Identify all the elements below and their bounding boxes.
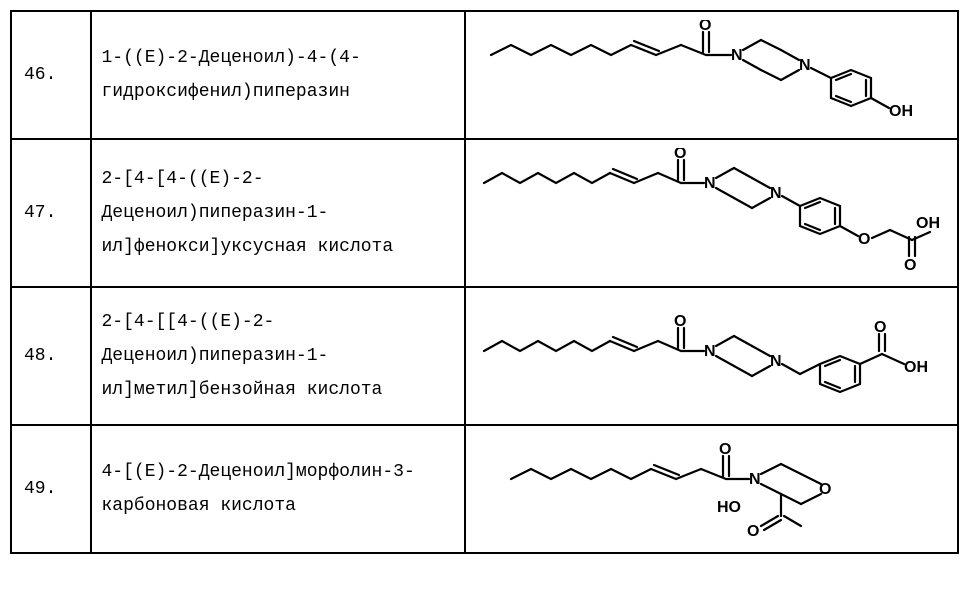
svg-text:N: N [704,175,716,192]
svg-text:OH: OH [916,215,940,232]
svg-text:N: N [770,185,782,202]
compound-table: 46. 1-((E)-2-Деценоил)-4-(4-гидроксифени… [10,10,959,554]
svg-text:O: O [819,481,831,498]
compound-name: 1-((E)-2-Деценоил)-4-(4-гидроксифенил)пи… [91,11,465,139]
row-number: 49. [11,425,91,553]
table-row: 48. 2-[4-[[4-((E)-2-Деценоил)пиперазин-1… [11,287,958,425]
svg-text:O: O [858,231,870,248]
svg-text:N: N [731,47,743,64]
svg-text:O: O [747,523,759,540]
compound-name: 4-[(E)-2-Деценоил]морфолин-3-карбоновая … [91,425,465,553]
svg-text:N: N [704,343,716,360]
svg-text:OH: OH [904,359,928,376]
compound-name: 2-[4-[4-((E)-2-Деценоил)пиперазин-1-ил]ф… [91,139,465,287]
svg-text:O: O [674,313,686,330]
svg-text:OH: OH [889,103,913,120]
table-row: 46. 1-((E)-2-Деценоил)-4-(4-гидроксифени… [11,11,958,139]
svg-text:N: N [749,471,761,488]
svg-text:O: O [904,257,916,274]
table-row: 49. 4-[(E)-2-Деценоил]морфолин-3-карбоно… [11,425,958,553]
compound-structure: O N N [465,11,958,139]
row-number: 47. [11,139,91,287]
compound-structure: O N N [465,139,958,287]
compound-name: 2-[4-[[4-((E)-2-Деценоил)пиперазин-1-ил]… [91,287,465,425]
svg-text:O: O [874,319,886,336]
svg-text:N: N [799,57,811,74]
svg-text:O: O [674,148,686,162]
svg-text:O: O [719,441,731,458]
compound-structure: O N O O [465,425,958,553]
row-number: 46. [11,11,91,139]
svg-text:HO: HO [717,499,741,516]
svg-text:O: O [699,20,711,34]
table-row: 47. 2-[4-[4-((E)-2-Деценоил)пиперазин-1-… [11,139,958,287]
compound-structure: O N N [465,287,958,425]
row-number: 48. [11,287,91,425]
svg-text:N: N [770,353,782,370]
